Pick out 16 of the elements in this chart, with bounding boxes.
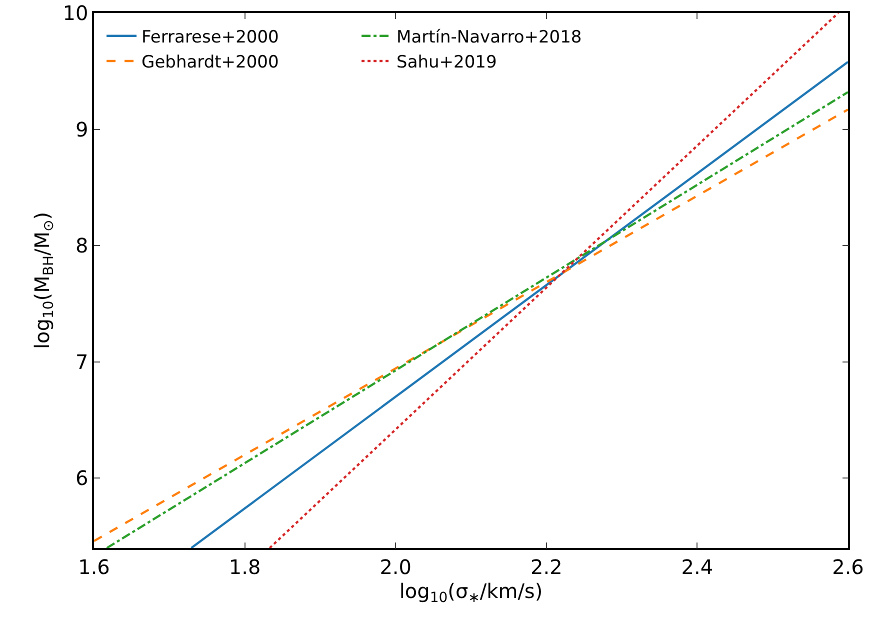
y-tick-label: 6 bbox=[76, 466, 88, 490]
legend-label: Gebhardt+2000 bbox=[142, 52, 279, 73]
legend-label: Sahu+2019 bbox=[396, 52, 497, 73]
x-tick-label: 2.6 bbox=[832, 554, 864, 579]
x-tick-label: 1.6 bbox=[78, 554, 110, 579]
x-tick-label: 1.8 bbox=[228, 554, 261, 579]
x-tick-label: 2.0 bbox=[380, 554, 412, 579]
x-axis-title: log$_{10}$(σ$_{∗}$/km/s) bbox=[399, 578, 543, 606]
x-tick-label: 2.4 bbox=[681, 554, 714, 579]
y-tick-label: 7 bbox=[76, 350, 88, 374]
legend-label: Ferrarese+2000 bbox=[142, 28, 279, 48]
y-tick-label: 10 bbox=[62, 1, 88, 25]
x-tick-label: 2.2 bbox=[530, 554, 562, 579]
y-tick-label: 8 bbox=[76, 234, 88, 258]
legend-label: Martín-Navarro+2018 bbox=[396, 28, 582, 48]
y-tick-label: 9 bbox=[76, 117, 88, 142]
